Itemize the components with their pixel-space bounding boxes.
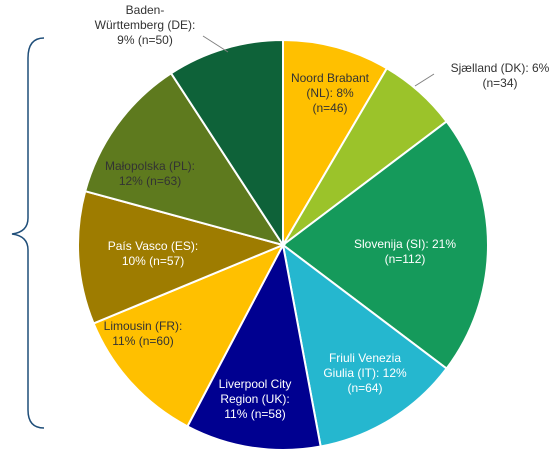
slice-label-5: Liverpool City Region (UK): 11% (n=58) <box>219 377 292 421</box>
slice-label-9: Baden-Württemberg (DE): 9% (n=50) <box>95 3 196 47</box>
slice-label-2: Sjælland (DK): 6% (n=34) <box>451 61 550 90</box>
slice-label-line: Baden- <box>126 3 165 17</box>
pie-slice-ma-opolska-pl <box>83 71 286 247</box>
slice-label-line: (n=34) <box>482 76 517 90</box>
pie-slice-baden-w-rttemberg-de <box>169 38 284 249</box>
slice-label-8: Małopolska (PL): 12% (n=63) <box>105 159 195 188</box>
slice-label-line: (n=112) <box>385 252 426 266</box>
slice-label-7: País Vasco (ES): 10% (n=57) <box>108 239 198 268</box>
slice-label-line: Limousin (FR): <box>104 319 183 333</box>
slice-label-6: Limousin (FR): 11% (n=60) <box>104 319 183 348</box>
slice-label-1: Noord Brabant (NL): 8% (n=46) <box>291 71 370 115</box>
slice-label-4: Friuli Venezia Giulia (IT): 12% (n=64) <box>323 351 407 395</box>
slice-label-line: Liverpool City <box>219 377 292 391</box>
slice-label-line: (NL): 8% <box>306 86 354 100</box>
slice-label-line: Noord Brabant <box>291 71 370 85</box>
slice-label-line: 11% (n=60) <box>112 334 173 348</box>
slice-label-line: Württemberg (DE): <box>95 18 196 32</box>
pie-slice-pa-s-vasco-es <box>77 189 287 325</box>
leader-line <box>414 73 435 87</box>
slice-label-line: País Vasco (ES): <box>108 239 198 253</box>
slice-label-3: Slovenija (SI): 21% (n=112) <box>354 237 456 266</box>
slice-label-line: 10% (n=57) <box>122 254 184 268</box>
slice-label-line: Friuli Venezia <box>329 351 401 365</box>
slice-label-line: (n=64) <box>347 381 382 395</box>
pie-slice-noord-brabant-nl <box>282 38 389 249</box>
slice-label-line: Region (UK): <box>220 392 289 406</box>
pie-slice-slovenija-si <box>281 120 489 370</box>
slice-label-line: Sjælland (DK): 6% <box>451 61 550 75</box>
pie-slice-friuli-venezia-giulia-it <box>281 242 448 448</box>
grouping-bracket <box>11 37 45 429</box>
slice-label-line: Małopolska (PL): <box>105 159 195 173</box>
slice-label-line: Slovenija (SI): 21% <box>354 237 456 251</box>
slice-label-line: 11% (n=58) <box>224 407 285 421</box>
pie-slice-limousin-fr <box>92 243 286 428</box>
pie-slice-liverpool-city-region-uk <box>186 241 322 450</box>
slice-label-line: (n=46) <box>312 101 347 115</box>
slice-label-line: 12% (n=63) <box>119 174 181 188</box>
slice-label-line: 9% (n=50) <box>117 33 173 47</box>
slice-label-line: Giulia (IT): 12% <box>323 366 407 380</box>
leader-line <box>202 35 229 53</box>
